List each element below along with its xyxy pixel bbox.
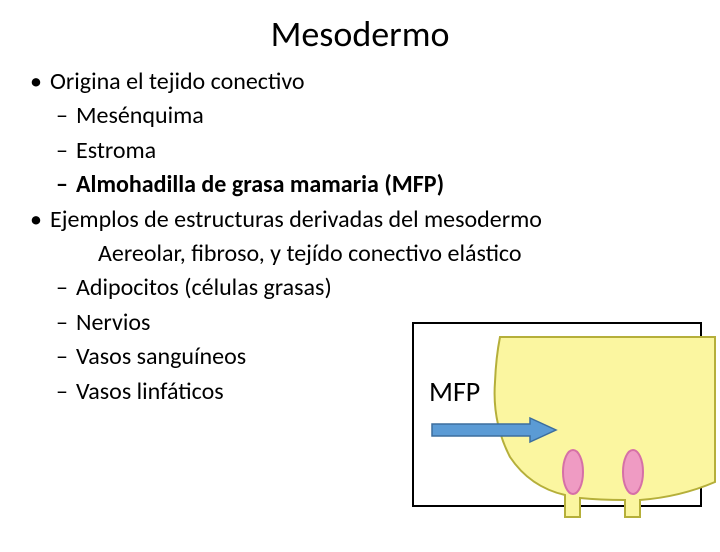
bullet-sub-1b: Estroma xyxy=(28,135,720,167)
mfp-label: MFP xyxy=(429,374,480,409)
bullet-sub-2a: Adipocitos (células grasas) xyxy=(28,272,720,304)
slide-title: Mesodermo xyxy=(0,12,720,56)
bullet-item-1: Origina el tejido conectivo xyxy=(28,66,720,98)
bullet-sub-1a: Mesénquima xyxy=(28,100,720,132)
mfp-diagram: MFP xyxy=(412,322,702,507)
arrow-icon xyxy=(430,416,560,444)
bullet-sub-2plain: Aereolar, fibroso, y tejído conectivo el… xyxy=(28,238,720,270)
bullet-item-2: Ejemplos de estructuras derivadas del me… xyxy=(28,204,720,236)
bullet-sub-1c: Almohadilla de grasa mamaria (MFP) xyxy=(28,169,720,201)
